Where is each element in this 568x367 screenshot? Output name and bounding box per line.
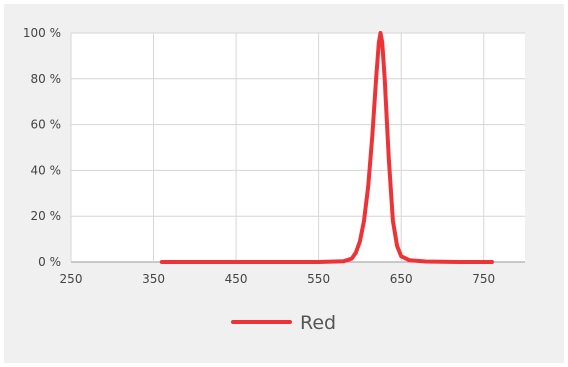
tick-labels: 0 % 20 % 40 % 60 % 80 % 100 % 250 350 450 550 650 7… bbox=[23, 26, 495, 286]
y-tick-label: 40 % bbox=[31, 163, 62, 177]
x-tick-label: 750 bbox=[472, 272, 495, 286]
x-tick-label: 650 bbox=[390, 272, 413, 286]
legend-label-red: Red bbox=[300, 312, 336, 334]
x-tick-label: 350 bbox=[142, 272, 165, 286]
series-line-red bbox=[159, 31, 494, 264]
series-layer bbox=[159, 31, 494, 264]
legend: Red bbox=[231, 312, 336, 334]
grid bbox=[70, 32, 525, 263]
x-tick-label: 550 bbox=[307, 272, 330, 286]
x-tick-label: 450 bbox=[225, 272, 248, 286]
y-tick-label: 80 % bbox=[31, 72, 62, 86]
plot-area bbox=[71, 33, 525, 262]
x-tick-label: 250 bbox=[60, 272, 83, 286]
y-tick-label: 100 % bbox=[23, 26, 61, 40]
y-tick-label: 20 % bbox=[31, 209, 62, 223]
y-tick-label: 0 % bbox=[38, 255, 61, 269]
y-tick-label: 60 % bbox=[31, 118, 62, 132]
